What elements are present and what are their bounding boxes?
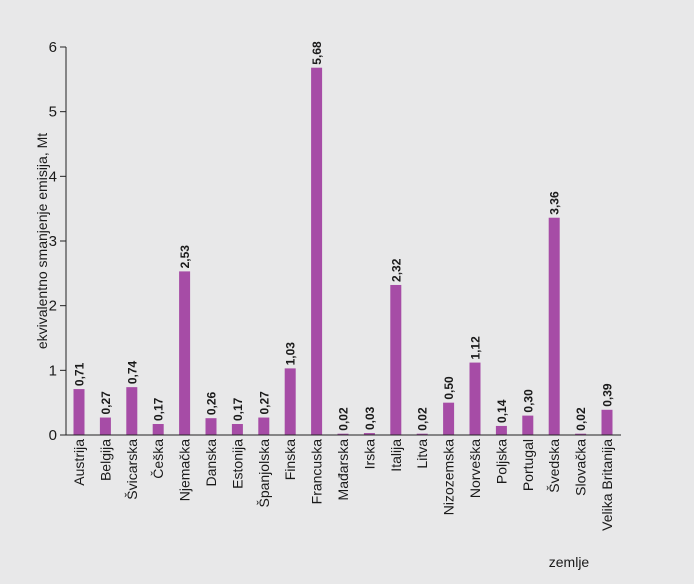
bar (311, 67, 323, 436)
x-axis-title: zemlje (549, 554, 590, 570)
y-tick-label: 0 (49, 427, 57, 444)
category-label: Švicarska (124, 439, 140, 500)
category-label: Španjolska (256, 439, 272, 508)
value-label: 3,36 (548, 191, 562, 215)
category-label: Poljska (493, 439, 509, 484)
bar (443, 402, 455, 435)
category-label: Finska (282, 439, 298, 480)
y-tick-label: 6 (49, 39, 57, 56)
bar (363, 433, 375, 435)
category-label: Belgija (97, 439, 113, 481)
y-axis: 0 1 2 3 4 5 6 (49, 39, 67, 444)
bar (258, 417, 270, 435)
value-label: 0,27 (257, 391, 271, 415)
bar (152, 424, 164, 435)
category-label: Francuska (309, 439, 325, 505)
value-label: 2,32 (389, 258, 403, 282)
value-label: 0,02 (574, 407, 588, 431)
category-label: Švedska (546, 439, 562, 493)
bar (601, 409, 613, 435)
bar (548, 217, 560, 435)
category-label: Mađarska (335, 439, 351, 501)
value-label: 0,03 (363, 406, 377, 430)
bar (337, 433, 349, 435)
bar (284, 368, 296, 435)
bar (205, 418, 217, 435)
category-label: Velika Britanija (599, 439, 615, 531)
value-label: 0,17 (231, 397, 245, 421)
y-axis-title: ekvivalentno smanjenje emisija, Mt (34, 133, 50, 349)
value-label: 1,12 (469, 336, 483, 360)
category-label: Danska (203, 439, 219, 487)
category-label: Irska (361, 439, 377, 470)
bar (390, 284, 402, 435)
category-label: Italija (388, 439, 404, 472)
value-label: 0,26 (205, 392, 219, 416)
y-tick-label: 4 (49, 168, 57, 185)
category-label: Nizozemska (441, 439, 457, 515)
bar (126, 387, 138, 435)
value-label: 1,03 (284, 342, 298, 366)
category-label: Litva (414, 439, 430, 469)
category-label: Slovačka (573, 439, 589, 496)
bar (231, 424, 243, 435)
value-labels: 0,71 0,27 0,74 0,17 2,53 0,26 0,17 0,27 1,03 5,68… (73, 41, 615, 431)
value-label: 0,30 (521, 389, 535, 413)
bar (416, 433, 428, 435)
category-label: Češka (150, 439, 166, 479)
y-tick-label: 3 (49, 233, 57, 250)
value-label: 0,39 (601, 383, 615, 407)
bar (179, 271, 191, 435)
value-label: 5,68 (310, 41, 324, 65)
value-label: 0,17 (152, 397, 166, 421)
value-label: 0,71 (73, 362, 87, 386)
bar (99, 417, 111, 435)
value-label: 0,02 (416, 407, 430, 431)
bar (73, 389, 85, 435)
value-label: 2,53 (178, 245, 192, 269)
value-label: 0,74 (125, 360, 139, 384)
bar (495, 425, 507, 435)
value-label: 0,50 (442, 376, 456, 400)
bar (575, 433, 587, 435)
category-label: Portugal (520, 439, 536, 491)
category-label: Austrija (71, 439, 87, 486)
category-label: Njemačka (177, 439, 193, 501)
bar (469, 362, 481, 435)
value-label: 0,14 (495, 399, 509, 423)
category-label: Estonija (229, 439, 245, 489)
value-label: 0,27 (99, 391, 113, 415)
category-label: Norveška (467, 439, 483, 498)
y-tick-label: 2 (49, 298, 57, 315)
value-label: 0,02 (337, 407, 351, 431)
y-tick-label: 1 (49, 362, 57, 379)
bars (73, 67, 613, 436)
x-axis: Austrija Belgija Švicarska Češka Njemačka Dan… (66, 434, 621, 531)
bar (522, 415, 534, 435)
y-tick-label: 5 (49, 104, 57, 121)
